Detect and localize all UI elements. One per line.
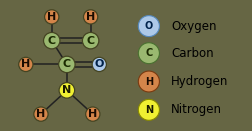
- Text: N: N: [145, 105, 153, 115]
- Circle shape: [82, 32, 99, 49]
- Text: H: H: [36, 109, 46, 119]
- Text: H: H: [145, 77, 153, 86]
- Text: O: O: [145, 21, 153, 31]
- Circle shape: [59, 83, 75, 98]
- Circle shape: [19, 57, 33, 72]
- Text: C: C: [48, 36, 56, 46]
- Text: N: N: [62, 85, 72, 95]
- Text: C: C: [145, 48, 152, 58]
- Circle shape: [45, 10, 59, 24]
- Text: Carbon: Carbon: [171, 47, 214, 60]
- Text: Hydrogen: Hydrogen: [171, 75, 229, 88]
- Circle shape: [92, 57, 106, 72]
- Text: C: C: [63, 59, 71, 69]
- Circle shape: [138, 71, 160, 92]
- Text: Oxygen: Oxygen: [171, 20, 217, 33]
- Circle shape: [83, 10, 98, 24]
- Circle shape: [138, 99, 160, 120]
- Text: H: H: [47, 12, 56, 22]
- Text: O: O: [94, 59, 104, 69]
- Circle shape: [44, 32, 60, 49]
- Text: C: C: [87, 36, 95, 46]
- Circle shape: [34, 107, 48, 121]
- Text: H: H: [21, 59, 30, 69]
- Text: H: H: [86, 12, 95, 22]
- Circle shape: [138, 43, 160, 64]
- Text: H: H: [88, 109, 98, 119]
- Circle shape: [138, 16, 160, 37]
- Circle shape: [86, 107, 100, 121]
- Text: Nitrogen: Nitrogen: [171, 103, 222, 116]
- Circle shape: [59, 56, 75, 73]
